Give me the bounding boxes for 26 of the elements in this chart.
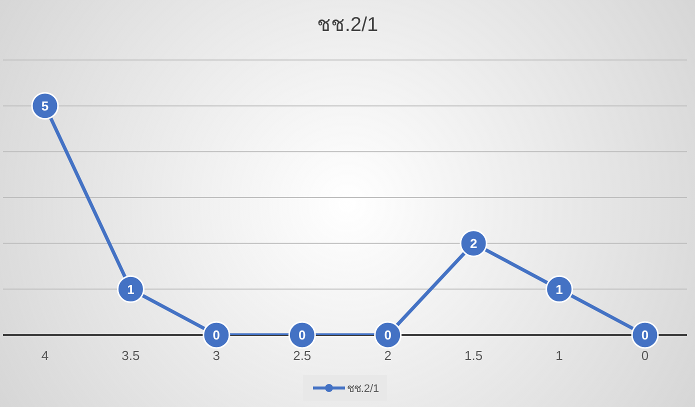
x-tick-label: 1 bbox=[556, 348, 563, 364]
data-label: 0 bbox=[384, 328, 392, 343]
point bbox=[460, 230, 488, 258]
point bbox=[202, 321, 230, 349]
chart-title: ชช.2/1 bbox=[316, 13, 380, 38]
data-label: 2 bbox=[470, 236, 478, 251]
x-tick-label: 1.5 bbox=[464, 348, 483, 364]
point bbox=[631, 321, 659, 349]
point bbox=[546, 275, 574, 303]
point bbox=[374, 321, 402, 349]
data-label: 1 bbox=[127, 282, 134, 297]
x-tick-label: 3 bbox=[212, 348, 220, 364]
legend-label: ชช.2/1 bbox=[346, 382, 380, 397]
point bbox=[116, 275, 144, 303]
data-label: 0 bbox=[641, 328, 649, 343]
x-tick-label: 2.5 bbox=[293, 348, 312, 364]
point bbox=[288, 321, 316, 349]
data-label: 5 bbox=[41, 98, 49, 114]
x-tick-label: 2 bbox=[384, 348, 392, 364]
x-tick-label: 4 bbox=[41, 348, 49, 364]
data-label: 0 bbox=[212, 328, 220, 343]
data-label: 0 bbox=[298, 328, 306, 343]
x-tick-label: 3.5 bbox=[122, 348, 140, 364]
point bbox=[31, 92, 59, 120]
x-tick-label: 0 bbox=[641, 348, 649, 364]
data-label: 1 bbox=[556, 282, 563, 297]
